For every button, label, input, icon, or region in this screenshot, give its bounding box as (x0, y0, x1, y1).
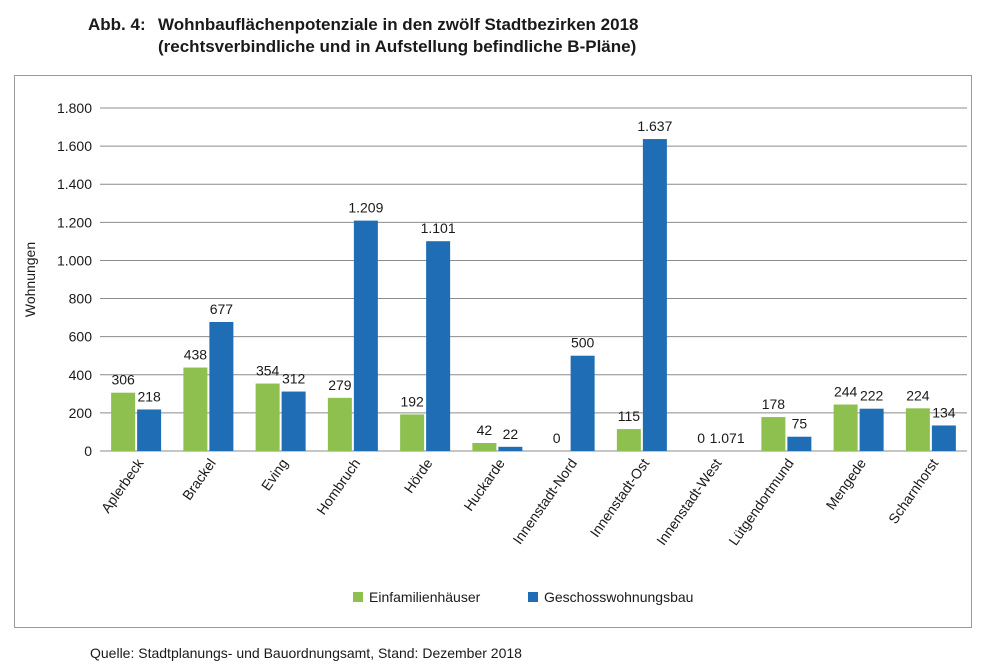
figure-number: Abb. 4: (88, 15, 146, 34)
source-note: Quelle: Stadtplanungs- und Bauordnungsam… (90, 645, 522, 661)
figure-subtitle: (rechtsverbindliche und in Aufstellung b… (158, 37, 637, 56)
bar (353, 220, 378, 451)
bar (616, 429, 641, 451)
bar (426, 241, 451, 451)
y-tick-label: 200 (69, 405, 93, 421)
bar (327, 397, 352, 451)
data-label: 134 (932, 404, 956, 420)
data-label: 500 (571, 335, 595, 351)
data-label: 42 (477, 422, 493, 438)
y-tick-label: 1.200 (57, 214, 92, 230)
bar (209, 321, 234, 451)
bar (281, 391, 306, 451)
x-tick-label: Innenstadt-West (653, 455, 724, 548)
bar (183, 367, 208, 451)
bar (472, 442, 497, 451)
legend-label: Einfamilienhäuser (369, 589, 481, 605)
x-tick-label: Hombruch (313, 456, 363, 518)
figure-title: Wohnbauflächenpotenziale in den zwölf St… (158, 15, 639, 34)
data-label: 244 (834, 384, 858, 400)
bar (400, 414, 425, 451)
legend-swatch (528, 592, 538, 602)
x-tick-label: Aplerbeck (98, 455, 147, 516)
data-label: 75 (792, 416, 808, 432)
data-label: 677 (210, 301, 234, 317)
x-tick-label: Huckarde (460, 455, 508, 513)
data-label: 1.637 (637, 118, 672, 134)
bar (255, 383, 280, 451)
bar (498, 446, 523, 451)
bar (833, 404, 858, 451)
y-tick-label: 800 (69, 291, 93, 307)
data-label: 192 (400, 393, 424, 409)
data-label: 22 (503, 426, 519, 442)
data-label: 222 (860, 388, 884, 404)
x-tick-label: Innenstadt-Nord (509, 456, 580, 547)
x-tick-label: Mengede (822, 455, 869, 512)
legend-swatch (353, 592, 363, 602)
y-tick-label: 1.600 (57, 138, 92, 154)
x-tick-label: Brackel (179, 456, 219, 503)
data-label: 218 (137, 388, 161, 404)
bar (642, 139, 667, 451)
bar (111, 392, 136, 451)
data-label: 115 (618, 408, 641, 424)
x-tick-label: Eving (258, 456, 291, 494)
x-tick-label: Innenstadt-Ost (587, 455, 653, 539)
y-tick-label: 600 (69, 329, 93, 345)
bar (859, 408, 884, 451)
data-label: 0 (697, 430, 705, 446)
legend-label: Geschosswohnungsbau (544, 589, 693, 605)
data-label: 0 (553, 430, 561, 446)
bar (570, 355, 595, 451)
bar (761, 417, 786, 451)
data-label: 312 (282, 371, 306, 387)
data-label: 354 (256, 363, 280, 379)
data-label: 224 (906, 387, 930, 403)
y-tick-label: 1.000 (57, 252, 92, 268)
x-tick-label: Scharnhorst (885, 455, 941, 526)
x-tick-label: Hörde (401, 455, 436, 496)
y-tick-label: 0 (84, 443, 92, 459)
x-tick-label: Lütgendortmund (725, 456, 797, 549)
bar (787, 436, 812, 451)
data-label: 178 (762, 396, 786, 412)
data-label: 438 (184, 347, 208, 363)
y-tick-label: 1.400 (57, 176, 92, 192)
y-tick-label: 400 (69, 367, 93, 383)
data-label: 306 (111, 372, 135, 388)
bar (931, 425, 956, 451)
y-tick-label: 1.800 (57, 100, 92, 116)
y-axis-title: Wohnungen (22, 242, 38, 317)
data-label: 1.101 (421, 220, 456, 236)
chart-frame: 0 200 400 600 800 1.000 1.200 1.400 1.600 1.800 Wo… (14, 75, 972, 628)
data-label: 1.209 (348, 200, 383, 216)
bar-chart: 0 200 400 600 800 1.000 1.200 1.400 1.600 1.800 Wo… (22, 100, 967, 605)
data-label: 279 (328, 377, 352, 393)
bar (137, 409, 162, 451)
data-label: 1.071 (710, 430, 745, 446)
bar (905, 408, 930, 451)
